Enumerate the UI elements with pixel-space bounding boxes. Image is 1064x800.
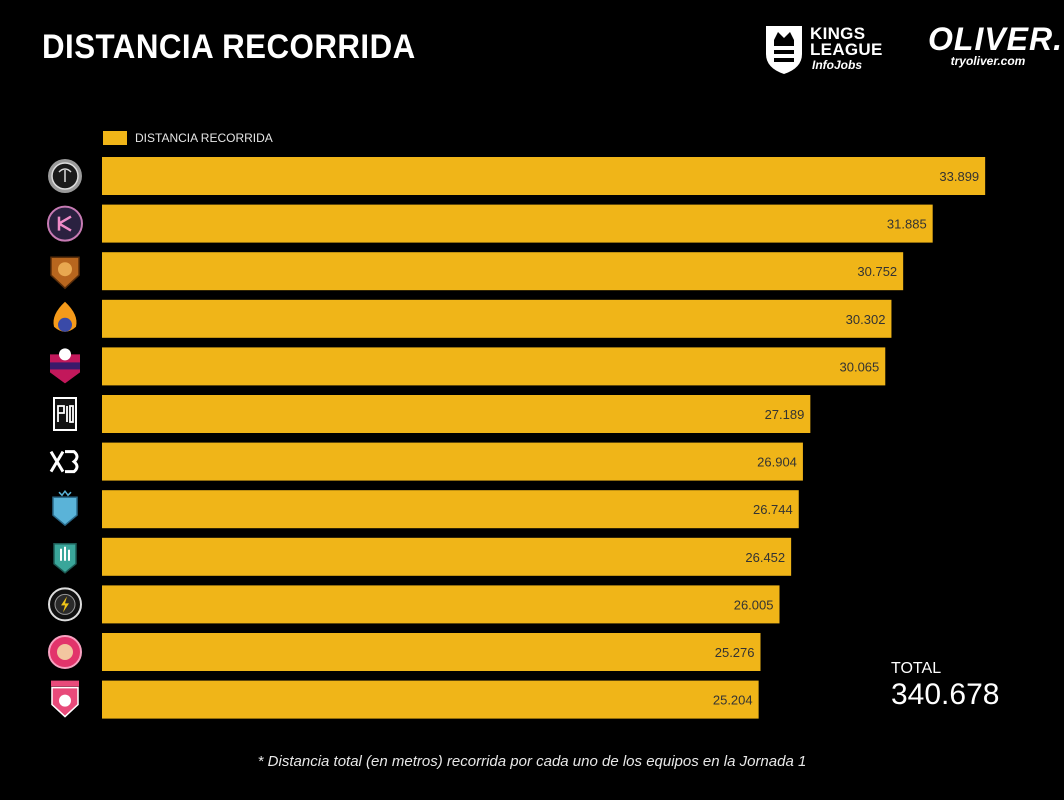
bar-row: 31.885 [47, 204, 933, 243]
bar-row: 26.744 [52, 489, 799, 529]
bar-value-label: 33.899 [939, 169, 979, 184]
legend-swatch [103, 131, 127, 145]
bar-row: 26.005 [48, 585, 780, 624]
1k-logo-icon [52, 489, 78, 527]
bar-row: 26.452 [53, 537, 792, 576]
bar-row: 30.752 [50, 252, 904, 291]
oliver-logo: OLIVER. tryoliver.com [928, 21, 1064, 72]
bar [102, 537, 792, 576]
bar-row: 30.302 [53, 299, 892, 338]
pio-logo-icon [53, 397, 77, 431]
bar-value-label: 25.204 [713, 693, 753, 708]
bar [102, 299, 892, 338]
bolt-logo-icon [48, 587, 82, 622]
kings-league-wordmark: KINGS LEAGUE [810, 24, 883, 59]
bar [102, 442, 803, 481]
bar [102, 633, 761, 671]
bar-value-label: 25.276 [715, 645, 755, 660]
pink-shield-logo-icon [51, 680, 79, 718]
bar-value-label: 26.744 [753, 502, 793, 517]
bar-row: 33.899 [48, 157, 986, 195]
k-logo-icon [47, 205, 83, 242]
total-label: TOTAL [891, 660, 942, 677]
footnote: * Distancia total (en metros) recorrida … [257, 753, 807, 770]
round-pink-logo-icon [48, 635, 82, 669]
oliver-wordmark: OLIVER. [928, 21, 1064, 57]
bar-value-label: 30.302 [846, 312, 886, 327]
oliver-url: tryoliver.com [950, 54, 1026, 68]
total-value: 340.678 [891, 678, 1000, 711]
legend-label: DISTANCIA RECORRIDA [135, 131, 273, 145]
bar [102, 680, 759, 719]
bar-value-label: 30.752 [857, 264, 897, 279]
bar-value-label: 26.904 [757, 455, 797, 470]
bar-row: 30.065 [50, 347, 886, 386]
page-title: DISTANCIA RECORRIDA [42, 28, 416, 66]
hand-logo-icon [53, 543, 77, 574]
tree-logo-icon [48, 159, 82, 193]
xb-logo-icon [49, 450, 79, 474]
bar [102, 490, 799, 529]
bar-row: 26.904 [49, 442, 803, 481]
bar [102, 585, 780, 624]
bar [102, 252, 904, 291]
bar [102, 395, 811, 433]
bar-row: 25.204 [51, 680, 759, 719]
bar-row: 25.276 [48, 633, 761, 671]
bar [102, 204, 933, 243]
bar-value-label: 26.452 [745, 550, 785, 565]
flame-logo-icon [53, 301, 77, 332]
bar [102, 157, 986, 195]
bar-value-label: 27.189 [765, 407, 805, 422]
kings-league-logo: KINGS LEAGUE InfoJobs [762, 20, 892, 76]
lion-logo-icon [50, 256, 80, 290]
total-block: TOTAL 340.678 [891, 660, 999, 712]
chart-legend: DISTANCIA RECORRIDA [103, 131, 273, 145]
bar-value-label: 26.005 [734, 597, 774, 612]
infojobs-wordmark: InfoJobs [812, 58, 862, 72]
bar [102, 347, 886, 386]
ball-shield-logo-icon [50, 348, 80, 384]
bar-value-label: 31.885 [887, 217, 927, 232]
bar-row: 27.189 [53, 395, 811, 433]
bar-value-label: 30.065 [840, 359, 880, 374]
crown-shield-icon [766, 26, 802, 74]
